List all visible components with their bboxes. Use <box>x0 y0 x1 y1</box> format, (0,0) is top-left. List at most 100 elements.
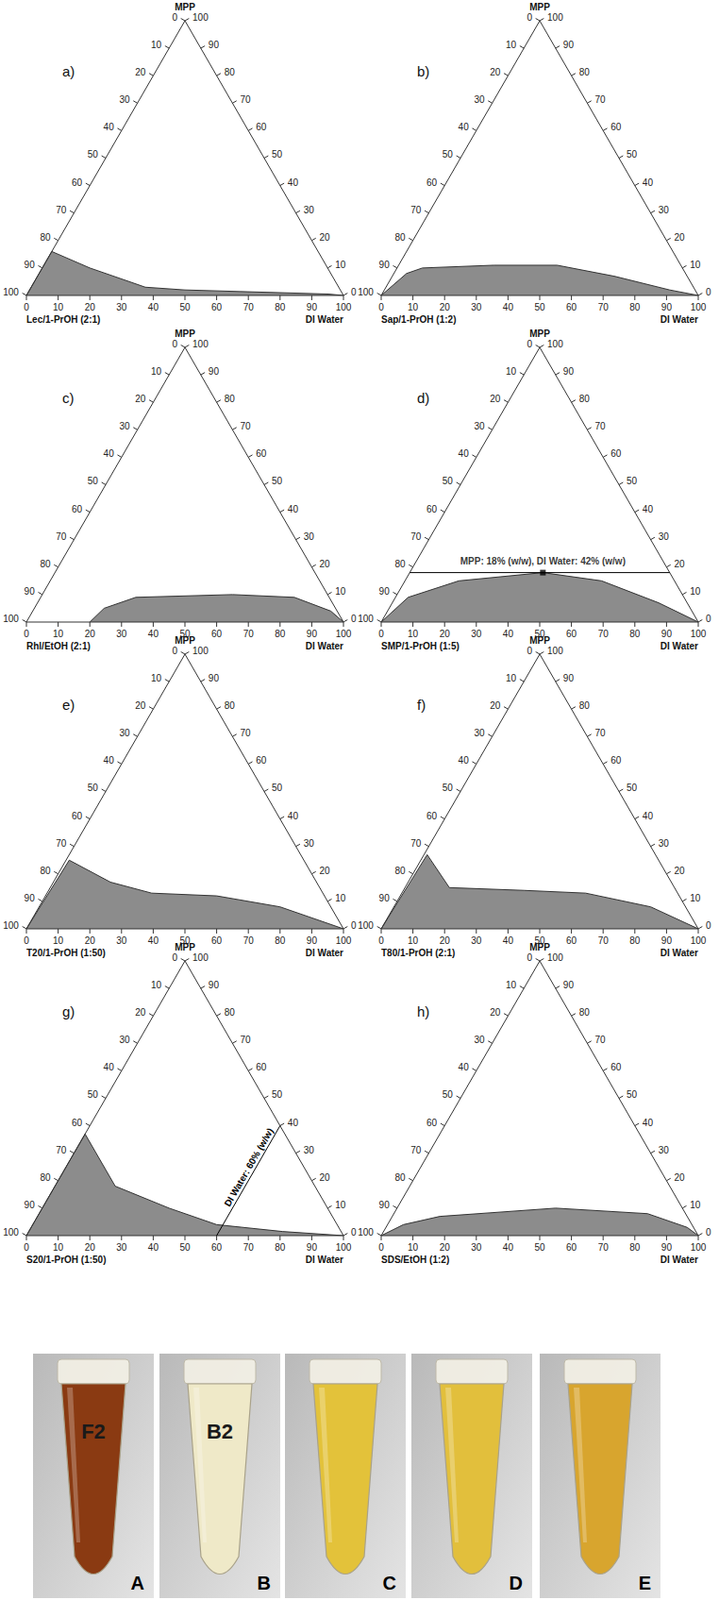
svg-text:30: 30 <box>473 727 485 738</box>
svg-text:90: 90 <box>379 892 391 903</box>
svg-text:20: 20 <box>318 558 331 569</box>
svg-text:80: 80 <box>579 1006 591 1018</box>
svg-text:0: 0 <box>378 628 385 639</box>
svg-text:80: 80 <box>629 935 641 946</box>
svg-text:70: 70 <box>598 1241 610 1253</box>
svg-text:10: 10 <box>52 935 65 946</box>
svg-text:100: 100 <box>335 935 352 946</box>
svg-text:80: 80 <box>274 301 286 313</box>
svg-text:30: 30 <box>116 301 128 313</box>
svg-text:c): c) <box>62 389 75 406</box>
svg-text:90: 90 <box>563 979 575 990</box>
svg-text:70: 70 <box>239 94 251 105</box>
svg-text:60: 60 <box>610 754 622 766</box>
svg-text:DI Water: DI Water <box>660 314 699 325</box>
svg-text:30: 30 <box>470 1241 483 1253</box>
svg-text:80: 80 <box>629 628 641 639</box>
svg-text:70: 70 <box>55 837 67 849</box>
svg-text:70: 70 <box>410 837 422 849</box>
svg-text:MPP: MPP <box>529 1 551 13</box>
svg-text:S20/1-PrOH (1:50): S20/1-PrOH (1:50) <box>26 1254 106 1265</box>
svg-text:20: 20 <box>673 232 686 243</box>
svg-text:90: 90 <box>208 39 220 51</box>
svg-text:100: 100 <box>192 12 209 23</box>
svg-text:DI Water: DI Water <box>305 640 344 652</box>
svg-text:70: 70 <box>410 531 422 542</box>
svg-text:10: 10 <box>407 628 419 639</box>
svg-text:80: 80 <box>39 558 51 569</box>
svg-text:0: 0 <box>351 613 357 624</box>
svg-text:40: 40 <box>148 1241 160 1253</box>
svg-text:30: 30 <box>658 1144 670 1155</box>
svg-text:50: 50 <box>442 1088 454 1100</box>
svg-text:90: 90 <box>306 935 318 946</box>
svg-text:30: 30 <box>470 935 483 946</box>
svg-text:70: 70 <box>243 301 255 313</box>
svg-text:10: 10 <box>150 39 163 51</box>
svg-text:90: 90 <box>24 259 36 270</box>
svg-text:DI Water: DI Water <box>660 1254 699 1265</box>
svg-text:60: 60 <box>426 503 438 515</box>
svg-text:30: 30 <box>118 727 131 738</box>
svg-text:90: 90 <box>24 892 36 903</box>
svg-text:50: 50 <box>534 1241 546 1253</box>
svg-text:100: 100 <box>335 1241 352 1253</box>
svg-text:10: 10 <box>334 1199 347 1210</box>
svg-text:40: 40 <box>287 177 300 188</box>
svg-text:50: 50 <box>442 782 454 793</box>
svg-text:40: 40 <box>642 503 654 515</box>
svg-text:30: 30 <box>303 1144 316 1155</box>
svg-text:F2: F2 <box>81 1419 106 1443</box>
svg-text:10: 10 <box>689 892 702 903</box>
svg-text:20: 20 <box>673 558 686 569</box>
svg-text:B: B <box>257 1571 271 1593</box>
svg-text:40: 40 <box>103 121 116 133</box>
svg-text:10: 10 <box>505 979 518 990</box>
svg-text:40: 40 <box>642 810 654 821</box>
svg-text:60: 60 <box>426 1117 438 1128</box>
svg-text:50: 50 <box>271 782 284 793</box>
svg-text:100: 100 <box>357 919 374 931</box>
svg-text:30: 30 <box>303 204 316 216</box>
svg-text:SMP/1-PrOH (1:5): SMP/1-PrOH (1:5) <box>381 640 460 652</box>
svg-text:30: 30 <box>473 1034 485 1045</box>
svg-text:40: 40 <box>458 121 470 133</box>
svg-text:100: 100 <box>357 613 374 624</box>
svg-text:90: 90 <box>563 39 575 51</box>
svg-text:70: 70 <box>594 727 606 738</box>
svg-text:40: 40 <box>642 177 654 188</box>
svg-text:0: 0 <box>171 645 178 656</box>
svg-text:100: 100 <box>2 919 19 931</box>
svg-text:70: 70 <box>594 420 606 432</box>
svg-text:80: 80 <box>394 1171 406 1183</box>
svg-text:40: 40 <box>287 503 300 515</box>
svg-text:90: 90 <box>661 1241 673 1253</box>
svg-text:90: 90 <box>24 585 36 597</box>
svg-text:50: 50 <box>87 1088 100 1100</box>
svg-text:10: 10 <box>407 935 419 946</box>
svg-text:20: 20 <box>489 1006 502 1018</box>
svg-text:100: 100 <box>357 286 374 298</box>
svg-text:30: 30 <box>470 301 483 313</box>
svg-text:80: 80 <box>224 66 236 78</box>
svg-text:60: 60 <box>255 121 268 133</box>
svg-text:60: 60 <box>255 754 268 766</box>
svg-text:SDS/EtOH (1:2): SDS/EtOH (1:2) <box>381 1254 450 1265</box>
svg-text:MPP: MPP <box>529 941 551 953</box>
svg-text:90: 90 <box>563 366 575 377</box>
svg-text:20: 20 <box>318 1171 331 1183</box>
svg-text:50: 50 <box>87 782 100 793</box>
svg-text:50: 50 <box>271 149 284 160</box>
svg-text:10: 10 <box>334 892 347 903</box>
svg-text:80: 80 <box>224 393 236 404</box>
svg-text:70: 70 <box>598 935 610 946</box>
svg-text:100: 100 <box>690 628 707 639</box>
svg-text:0: 0 <box>705 1226 712 1238</box>
svg-text:10: 10 <box>505 366 518 377</box>
svg-text:100: 100 <box>2 1226 19 1238</box>
svg-text:g): g) <box>62 1003 75 1020</box>
svg-text:70: 70 <box>55 1144 67 1155</box>
svg-text:0: 0 <box>526 12 533 23</box>
svg-text:80: 80 <box>629 301 641 313</box>
svg-text:40: 40 <box>103 754 116 766</box>
